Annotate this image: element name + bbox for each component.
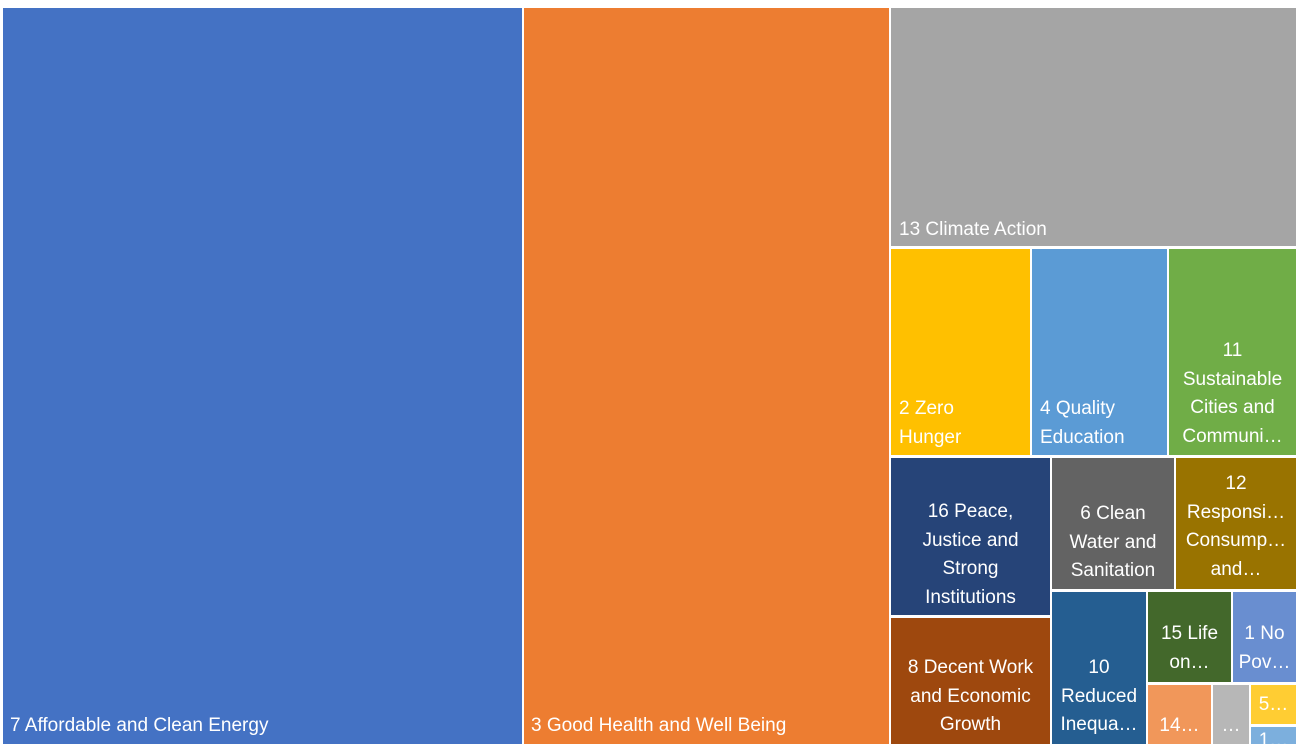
tile-label: 4 Quality Education <box>1040 398 1125 448</box>
tile-label: 10 Reduced Inequa… <box>1060 657 1138 735</box>
treemap-tile-14: 14… <box>1148 685 1211 744</box>
tile-label: 2 Zero Hunger <box>899 398 962 448</box>
treemap-tile-3: 3 Good Health and Well Being <box>524 8 889 744</box>
tile-label: 15 Life on… <box>1160 623 1219 673</box>
tile-label: 14… <box>1159 715 1200 736</box>
treemap-tile-5: 5… <box>1251 685 1296 724</box>
treemap-tile-X: … <box>1213 685 1249 744</box>
tile-label: 6 Clean Water and Sanitation <box>1069 503 1157 581</box>
treemap-tile-16: 16 Peace, Justice and Strong Institution… <box>891 458 1050 615</box>
treemap-tile-1: 1 No Pov… <box>1233 592 1296 682</box>
tile-label: 8 Decent Work and Economic Growth <box>907 657 1034 735</box>
tile-label: 1… <box>1258 730 1289 744</box>
tile-label: 11 Sustainable Cities and Communi… <box>1182 340 1283 447</box>
treemap-tile-17: 1… <box>1251 727 1296 744</box>
tile-label: 13 Climate Action <box>899 218 1047 240</box>
treemap-tile-13: 13 Climate Action <box>891 8 1296 246</box>
treemap-tile-10: 10 Reduced Inequa… <box>1052 592 1146 744</box>
treemap-tile-4: 4 Quality Education <box>1032 249 1167 455</box>
tile-label: 5… <box>1258 694 1289 715</box>
tile-label: 7 Affordable and Clean Energy <box>10 714 269 736</box>
treemap-tile-11: 11 Sustainable Cities and Communi… <box>1169 249 1296 455</box>
tile-label: 16 Peace, Justice and Strong Institution… <box>922 501 1019 608</box>
treemap-tile-7: 7 Affordable and Clean Energy <box>3 8 522 744</box>
treemap-tile-15: 15 Life on… <box>1148 592 1231 682</box>
tile-label: 3 Good Health and Well Being <box>531 714 787 736</box>
tile-label: 12 Responsi… Consump… and… <box>1185 473 1287 580</box>
tile-label: … <box>1221 715 1241 736</box>
treemap-tile-8: 8 Decent Work and Economic Growth <box>891 618 1050 744</box>
tile-label: 1 No Pov… <box>1238 623 1291 673</box>
treemap-tile-2: 2 Zero Hunger <box>891 249 1030 455</box>
treemap-tile-12: 12 Responsi… Consump… and… <box>1176 458 1296 589</box>
treemap-tile-6: 6 Clean Water and Sanitation <box>1052 458 1174 589</box>
